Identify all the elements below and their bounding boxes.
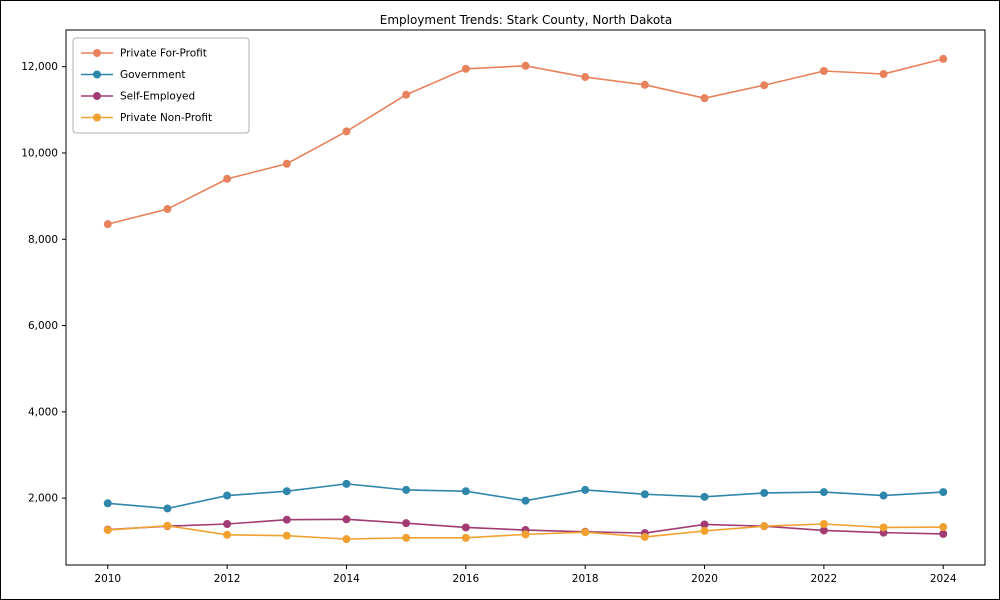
data-point-marker bbox=[819, 488, 828, 497]
x-tick-label: 2020 bbox=[691, 573, 718, 585]
x-tick-label: 2024 bbox=[930, 573, 957, 585]
y-tick-label: 6,000 bbox=[28, 320, 58, 332]
data-point-marker bbox=[700, 492, 709, 501]
legend-marker bbox=[93, 49, 101, 57]
data-point-marker bbox=[103, 499, 112, 508]
data-point-marker bbox=[402, 519, 411, 528]
legend-item: Private For-Profit bbox=[81, 48, 207, 60]
y-tick-label: 2,000 bbox=[28, 493, 58, 505]
series-government bbox=[103, 479, 948, 513]
data-point-marker bbox=[939, 523, 948, 532]
data-point-marker bbox=[461, 533, 470, 542]
x-tick-label: 2012 bbox=[214, 573, 241, 585]
data-point-marker bbox=[223, 530, 232, 539]
x-tick-label: 2022 bbox=[811, 573, 838, 585]
x-tick-label: 2018 bbox=[572, 573, 599, 585]
data-point-marker bbox=[521, 530, 530, 539]
data-point-marker bbox=[819, 66, 828, 75]
series-line bbox=[107, 483, 944, 510]
y-axis: 2,000 4,000 6,000 8,000 10,000 12,000 bbox=[21, 61, 66, 505]
data-point-marker bbox=[521, 61, 530, 70]
legend-box bbox=[72, 37, 250, 134]
plot-area-frame bbox=[65, 29, 986, 566]
data-point-marker bbox=[342, 479, 351, 488]
data-point-marker bbox=[223, 174, 232, 183]
legend-marker bbox=[93, 92, 101, 100]
data-point-marker bbox=[163, 504, 172, 513]
legend-marker bbox=[93, 70, 101, 79]
legend-marker bbox=[93, 113, 101, 122]
data-point-marker bbox=[879, 523, 888, 532]
data-point-marker bbox=[282, 515, 291, 524]
data-point-marker bbox=[103, 526, 112, 535]
y-tick-label: 12,000 bbox=[21, 61, 58, 73]
legend-label: Private Non-Profit bbox=[120, 112, 212, 124]
legend-item: Government bbox=[81, 69, 185, 81]
data-point-marker bbox=[103, 220, 112, 229]
x-tick-label: 2010 bbox=[94, 573, 121, 585]
data-point-marker bbox=[282, 159, 291, 168]
data-point-marker bbox=[640, 80, 649, 89]
y-tick-label: 10,000 bbox=[21, 147, 58, 159]
data-point-marker bbox=[282, 487, 291, 496]
data-point-marker bbox=[939, 488, 948, 497]
legend-item: Self-Employed bbox=[81, 91, 195, 103]
legend-label: Government bbox=[120, 69, 185, 81]
legend-label: Self-Employed bbox=[120, 91, 195, 103]
data-point-marker bbox=[700, 520, 709, 529]
data-point-marker bbox=[521, 496, 530, 505]
x-tick-label: 2014 bbox=[333, 573, 360, 585]
data-point-marker bbox=[879, 491, 888, 500]
y-tick-label: 8,000 bbox=[28, 234, 58, 246]
data-point-marker bbox=[819, 526, 828, 535]
data-point-marker bbox=[760, 81, 769, 90]
chart-title: Employment Trends: Stark County, North D… bbox=[379, 13, 673, 27]
data-point-marker bbox=[223, 491, 232, 500]
data-point-marker bbox=[879, 70, 888, 79]
data-point-marker bbox=[819, 520, 828, 529]
data-point-marker bbox=[581, 73, 590, 82]
data-point-marker bbox=[760, 488, 769, 497]
y-tick-label: 4,000 bbox=[28, 406, 58, 418]
data-point-marker bbox=[402, 90, 411, 99]
data-point-marker bbox=[700, 94, 709, 103]
data-point-marker bbox=[461, 487, 470, 496]
series-private-for-profit bbox=[103, 54, 948, 229]
data-point-marker bbox=[581, 528, 590, 537]
data-point-marker bbox=[640, 532, 649, 541]
data-point-marker bbox=[342, 127, 351, 136]
data-point-marker bbox=[342, 535, 351, 544]
x-tick-label: 2016 bbox=[452, 573, 479, 585]
data-point-marker bbox=[640, 490, 649, 499]
data-point-marker bbox=[939, 54, 948, 63]
data-point-marker bbox=[402, 533, 411, 542]
data-point-marker bbox=[461, 523, 470, 532]
data-point-marker bbox=[939, 529, 948, 538]
data-point-marker bbox=[163, 521, 172, 530]
data-point-marker bbox=[581, 485, 590, 494]
data-point-marker bbox=[282, 531, 291, 540]
legend-label: Private For-Profit bbox=[120, 48, 207, 60]
legend: Private For-Profit Government Self-Employe… bbox=[72, 37, 250, 134]
data-point-marker bbox=[223, 520, 232, 529]
series-private-non-profit bbox=[103, 520, 948, 544]
data-point-marker bbox=[461, 64, 470, 73]
data-point-marker bbox=[342, 515, 351, 524]
data-point-marker bbox=[700, 526, 709, 535]
legend-item: Private Non-Profit bbox=[81, 112, 212, 124]
data-point-marker bbox=[760, 522, 769, 531]
data-point-marker bbox=[163, 205, 172, 214]
x-axis: 2010 2012 2014 2016 2018 2020 2022 2024 bbox=[94, 565, 957, 585]
data-point-marker bbox=[402, 485, 411, 494]
